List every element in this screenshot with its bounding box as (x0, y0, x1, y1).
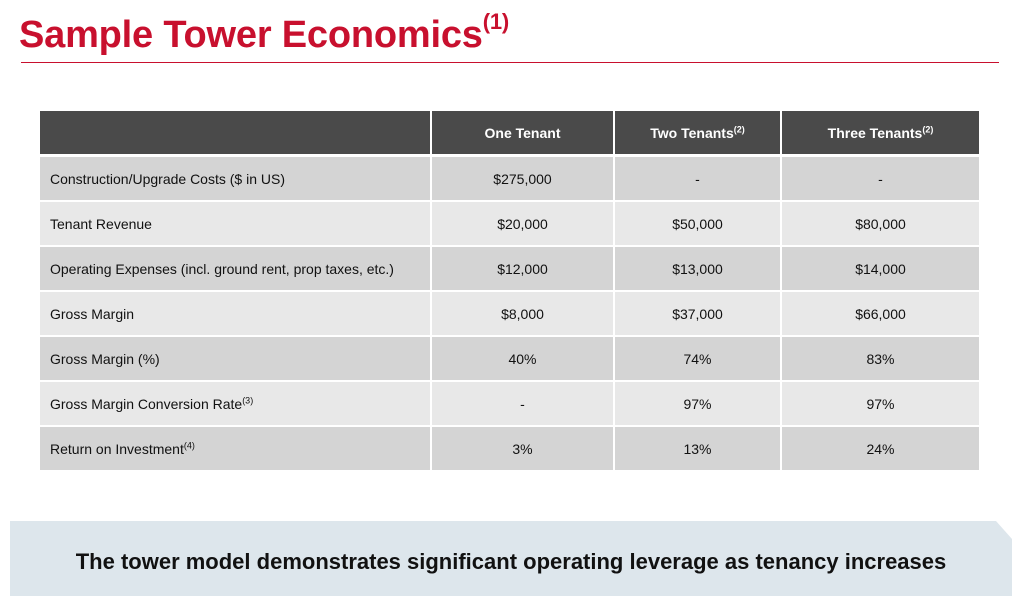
table-row: Operating Expenses (incl. ground rent, p… (40, 247, 979, 292)
cell-three-tenants: - (782, 157, 979, 202)
row-label: Gross Margin (%) (40, 337, 432, 382)
cell-one-tenant: $275,000 (432, 157, 615, 202)
row-label: Return on Investment(4) (40, 427, 432, 470)
cell-one-tenant: $8,000 (432, 292, 615, 337)
cell-three-tenants: 97% (782, 382, 979, 427)
table-row: Tenant Revenue $20,000 $50,000 $80,000 (40, 202, 979, 247)
table-header-two-tenants: Two Tenants(2) (615, 111, 782, 157)
table-row: Gross Margin $8,000 $37,000 $66,000 (40, 292, 979, 337)
page-title-footnote: (1) (482, 9, 509, 35)
cell-two-tenants: - (615, 157, 782, 202)
cell-two-tenants: $50,000 (615, 202, 782, 247)
cell-one-tenant: 40% (432, 337, 615, 382)
cell-two-tenants: 97% (615, 382, 782, 427)
row-label: Tenant Revenue (40, 202, 432, 247)
page-title: Sample Tower Economics(1) (19, 9, 509, 58)
cell-two-tenants: 13% (615, 427, 782, 470)
table-header-cell-blank (40, 111, 432, 157)
page-title-text: Sample Tower Economics (19, 14, 483, 56)
conclusion-text: The tower model demonstrates significant… (75, 549, 947, 574)
cell-three-tenants: 24% (782, 427, 979, 470)
cell-two-tenants: $37,000 (615, 292, 782, 337)
row-label: Gross Margin (40, 292, 432, 337)
footnote-marker: (4) (183, 439, 195, 450)
row-label: Construction/Upgrade Costs ($ in US) (40, 157, 432, 202)
cell-one-tenant: 3% (432, 427, 615, 470)
conclusion-banner: The tower model demonstrates significant… (10, 521, 1012, 596)
footnote-marker: (3) (242, 394, 254, 405)
table-row: Gross Margin (%) 40% 74% 83% (40, 337, 979, 382)
cell-one-tenant: $20,000 (432, 202, 615, 247)
table-row: Gross Margin Conversion Rate(3) - 97% 97… (40, 382, 979, 427)
cell-two-tenants: 74% (615, 337, 782, 382)
economics-table: One Tenant Two Tenants(2) Three Tenants(… (40, 111, 979, 470)
table-header-one-tenant: One Tenant (432, 111, 615, 157)
table-row: Return on Investment(4) 3% 13% 24% (40, 427, 979, 470)
cell-one-tenant: - (432, 382, 615, 427)
row-label: Operating Expenses (incl. ground rent, p… (40, 247, 432, 292)
table-header-three-tenants: Three Tenants(2) (782, 111, 979, 157)
cell-three-tenants: $80,000 (782, 202, 979, 247)
footnote-marker: (2) (733, 123, 745, 134)
row-label: Gross Margin Conversion Rate(3) (40, 382, 432, 427)
title-divider (21, 62, 999, 63)
cell-three-tenants: 83% (782, 337, 979, 382)
cell-three-tenants: $66,000 (782, 292, 979, 337)
cell-two-tenants: $13,000 (615, 247, 782, 292)
cell-three-tenants: $14,000 (782, 247, 979, 292)
table-row: Construction/Upgrade Costs ($ in US) $27… (40, 157, 979, 202)
footnote-marker: (2) (922, 123, 934, 134)
table-header-row: One Tenant Two Tenants(2) Three Tenants(… (40, 111, 979, 157)
cell-one-tenant: $12,000 (432, 247, 615, 292)
